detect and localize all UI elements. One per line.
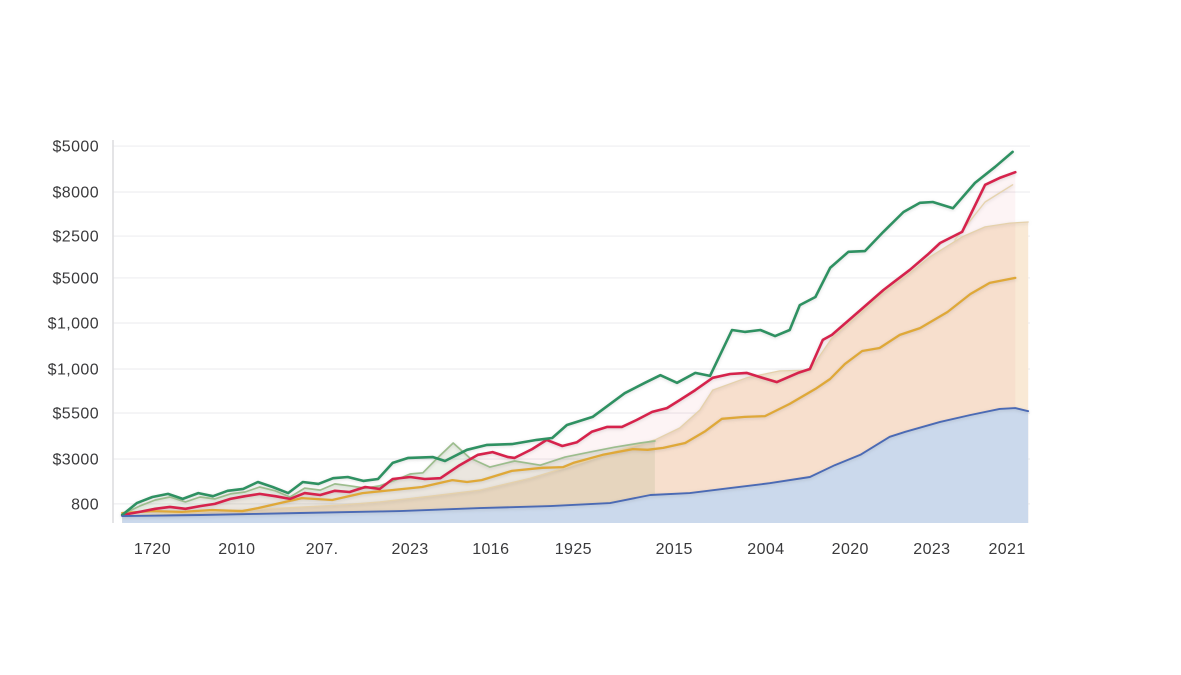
x-tick-label: 1925 — [555, 541, 592, 558]
x-tick-label: 2020 — [832, 541, 869, 558]
orange-line — [121, 276, 1017, 515]
y-tick-label: $5000 — [53, 139, 100, 156]
peach-area — [121, 221, 1029, 517]
x-tick-label: 2023 — [913, 541, 950, 558]
peach-area-fill — [122, 222, 1029, 523]
x-tick-label: 2023 — [392, 541, 429, 558]
y-tick-label: $3000 — [53, 452, 100, 469]
y-tick-label: 800 — [71, 496, 99, 513]
y-tick-label: $1,000 — [48, 316, 99, 333]
red-line-shade — [122, 172, 1016, 523]
series-lines — [120, 150, 1030, 518]
y-tick-label: $5000 — [53, 270, 100, 287]
x-tick-label: 2015 — [656, 541, 693, 558]
y-axis-labels: $5000 $8000 $2500 $5000 $1,000 $1,000 $5500 $30… — [48, 139, 99, 514]
x-tick-label: 2010 — [218, 541, 255, 558]
sage-line — [121, 440, 656, 516]
x-tick-label: 207. — [306, 541, 339, 558]
blue-area-fill — [122, 408, 1029, 523]
area-fills — [122, 172, 1029, 523]
y-tick-label: $8000 — [53, 185, 100, 202]
y-tick-label: $5500 — [53, 406, 100, 423]
x-tick-label: 1720 — [134, 541, 171, 558]
x-tick-label: 1016 — [472, 541, 509, 558]
x-axis-labels: 1720 2010 207. 2023 1016 1925 2015 2004 2020 2023… — [134, 541, 1025, 558]
sage-line-shade — [122, 441, 655, 523]
y-tick-label: $2500 — [53, 229, 100, 246]
x-tick-label: 2004 — [747, 541, 784, 558]
x-tick-label: 2021 — [988, 541, 1025, 558]
green-line — [120, 150, 1014, 517]
y-tick-label: $1,000 — [48, 362, 99, 379]
blue-area — [121, 407, 1030, 518]
